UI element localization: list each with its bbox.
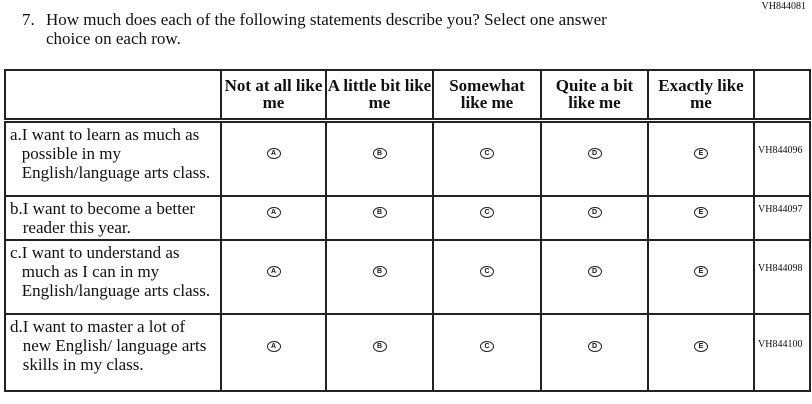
radio-bubble-e[interactable]: E xyxy=(694,206,708,218)
item-id: VH844097 xyxy=(758,204,803,215)
statement-letter: d. xyxy=(10,316,23,336)
radio-bubble-e[interactable]: E xyxy=(694,341,708,352)
statement-text: I want to understand as much as I can in… xyxy=(21,242,211,300)
option-cell: B xyxy=(325,238,434,315)
option-cell: C xyxy=(432,238,542,315)
statement-cell: d. I want to master a lot of new English/… xyxy=(4,312,222,392)
option-cell: B xyxy=(325,312,434,392)
statement-cell: b. I want to become a better reader this … xyxy=(4,194,222,241)
statement-letter: c. xyxy=(10,242,22,262)
statement-letter: b. xyxy=(10,198,23,218)
radio-bubble-e[interactable]: E xyxy=(694,147,708,159)
question-prompt: 7. How much does each of the following st… xyxy=(22,10,722,48)
column-header: Quite a bit like me xyxy=(540,69,649,123)
radio-bubble-c[interactable]: C xyxy=(480,147,494,159)
radio-bubble-d[interactable]: D xyxy=(587,265,602,277)
column-header: Not at all like me xyxy=(220,69,327,123)
item-id: VH844096 xyxy=(758,145,803,157)
statement-text: I want to learn as much as possible in m… xyxy=(21,125,211,182)
option-cell: E xyxy=(647,119,755,197)
option-cell: D xyxy=(540,238,649,315)
radio-bubble-b[interactable]: B xyxy=(372,147,387,159)
table-row: c. I want to understand as much as I can … xyxy=(4,238,811,315)
option-cell: E xyxy=(647,312,755,392)
question-number: 7. xyxy=(22,10,35,29)
option-cell: C xyxy=(432,312,542,392)
option-cell: A xyxy=(220,119,327,197)
option-cell: C xyxy=(432,119,542,197)
option-cell: E xyxy=(647,194,755,241)
question-id: VH844081 xyxy=(761,1,806,12)
item-id-cell: VH844098 xyxy=(753,238,811,315)
likert-table: Not at all like me A little bit like me … xyxy=(4,69,811,392)
item-id: VH844098 xyxy=(758,263,803,274)
statement-letter: a. xyxy=(10,125,22,144)
column-header: Exactly like me xyxy=(647,69,755,123)
item-id-cell: VH844096 xyxy=(753,119,811,197)
radio-bubble-e[interactable]: E xyxy=(694,265,708,277)
item-id-cell: VH844097 xyxy=(753,194,811,241)
question-text-line1: How much does each of the following stat… xyxy=(46,10,607,29)
item-id: VH844100 xyxy=(758,338,803,350)
radio-bubble-a[interactable]: A xyxy=(266,341,281,352)
option-cell: E xyxy=(647,238,755,315)
item-id-cell: VH844100 xyxy=(753,312,811,392)
header-blank xyxy=(4,69,222,123)
statement-cell: c. I want to understand as much as I can … xyxy=(4,238,222,315)
option-cell: A xyxy=(220,312,327,392)
option-cell: C xyxy=(432,194,542,241)
radio-bubble-c[interactable]: C xyxy=(480,265,494,277)
radio-bubble-b[interactable]: B xyxy=(372,265,387,277)
radio-bubble-b[interactable]: B xyxy=(372,341,387,352)
radio-bubble-b[interactable]: B xyxy=(372,206,387,218)
radio-bubble-c[interactable]: C xyxy=(480,206,494,218)
column-header: Somewhat like me xyxy=(432,69,542,123)
option-cell: D xyxy=(540,194,649,241)
statement-cell: a. I want to learn as much as possible in… xyxy=(4,119,222,197)
radio-bubble-a[interactable]: A xyxy=(266,206,281,218)
radio-bubble-a[interactable]: A xyxy=(266,265,281,277)
table-row: b. I want to become a better reader this … xyxy=(4,194,811,241)
radio-bubble-a[interactable]: A xyxy=(266,147,281,159)
statement-text: I want to become a better reader this ye… xyxy=(22,198,196,237)
header-row: Not at all like me A little bit like me … xyxy=(4,69,811,123)
option-cell: A xyxy=(220,194,327,241)
radio-bubble-d[interactable]: D xyxy=(587,341,602,352)
statement-text: I want to master a lot of new English/ l… xyxy=(22,316,207,374)
table-row: d. I want to master a lot of new English/… xyxy=(4,312,811,392)
option-cell: B xyxy=(325,119,434,197)
table-row: a. I want to learn as much as possible in… xyxy=(4,119,811,197)
radio-bubble-d[interactable]: D xyxy=(587,206,602,218)
column-header: A little bit like me xyxy=(325,69,434,123)
option-cell: B xyxy=(325,194,434,241)
question-text-line2: choice on each row. xyxy=(46,29,181,48)
radio-bubble-c[interactable]: C xyxy=(480,341,494,352)
option-cell: D xyxy=(540,312,649,392)
radio-bubble-d[interactable]: D xyxy=(587,147,602,159)
option-cell: A xyxy=(220,238,327,315)
option-cell: D xyxy=(540,119,649,197)
header-blank xyxy=(753,69,811,123)
